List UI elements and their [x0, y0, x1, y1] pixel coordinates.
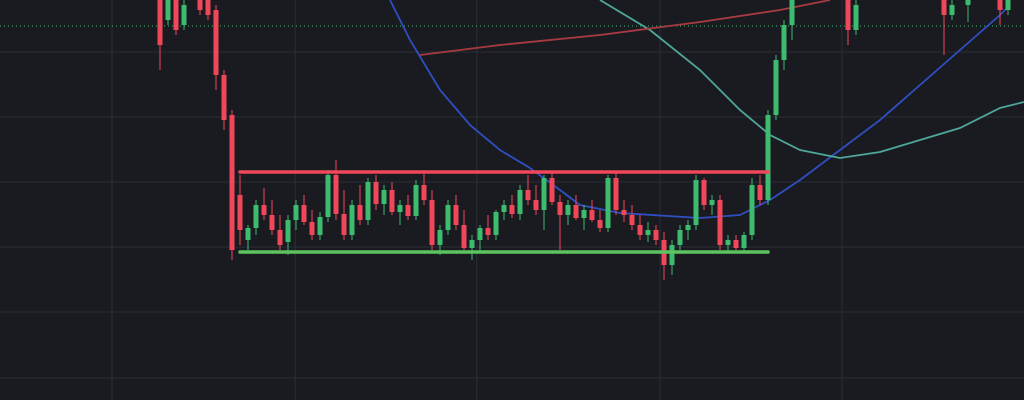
candle-body	[941, 0, 947, 15]
candle-body	[397, 205, 403, 212]
candle-body	[605, 178, 611, 228]
candle-body	[517, 190, 523, 214]
candle-body	[621, 210, 627, 215]
candle-body	[485, 228, 491, 235]
candle-body	[253, 205, 259, 228]
candle-body	[765, 115, 771, 200]
candle-body	[597, 220, 603, 228]
candle-body	[565, 205, 571, 215]
candle-body	[261, 205, 267, 215]
candle-body	[581, 210, 587, 218]
candle-body	[637, 225, 643, 235]
candle-body	[685, 225, 691, 230]
candle-body	[197, 0, 203, 10]
candle-body	[589, 210, 595, 220]
candle-body	[501, 205, 507, 212]
candle-body	[205, 0, 211, 15]
candle-body	[749, 185, 755, 235]
candle-body	[693, 180, 699, 225]
candle-body	[677, 230, 683, 245]
candle-body	[701, 180, 707, 205]
candle-body	[525, 190, 531, 200]
candle-body	[421, 185, 427, 200]
candle-body	[629, 215, 635, 225]
candle-body	[293, 205, 299, 220]
candle-body	[373, 182, 379, 204]
candle-body	[269, 215, 275, 230]
candle-body	[645, 230, 651, 235]
candle-body	[789, 0, 795, 25]
candle-body	[477, 228, 483, 240]
candle-body	[493, 212, 499, 235]
candle-body	[405, 205, 411, 216]
candle-body	[389, 190, 395, 212]
candle-body	[509, 205, 515, 214]
candle-body	[437, 230, 443, 245]
candle-body	[613, 178, 619, 210]
candle-body	[781, 25, 787, 60]
candle-body	[573, 205, 579, 218]
candle-body	[733, 240, 739, 248]
candle-body	[237, 195, 243, 230]
candle-body	[557, 202, 563, 215]
candle-body	[157, 0, 163, 45]
candle-body	[965, 0, 971, 5]
candle-body	[669, 245, 675, 265]
candle-body	[285, 220, 291, 242]
candle-body	[277, 230, 283, 245]
candle-body	[221, 75, 227, 120]
candle-body	[469, 240, 475, 248]
candle-body	[741, 235, 747, 248]
candle-body	[541, 178, 547, 210]
candle-body	[549, 178, 555, 202]
moving-average-line	[419, 0, 831, 56]
candle-body	[845, 0, 851, 30]
candle-body	[709, 200, 715, 205]
candle-body	[445, 205, 451, 230]
moving-average-line	[389, 0, 1011, 219]
candle-body	[213, 10, 219, 75]
candle-body	[357, 205, 363, 220]
candle-body	[229, 115, 235, 250]
candle-body	[853, 5, 859, 30]
candle-body	[413, 185, 419, 216]
candle-body	[453, 205, 459, 225]
candle-body	[301, 205, 307, 222]
candle-body	[429, 200, 435, 245]
candle-body	[381, 190, 387, 204]
candle-body	[317, 217, 323, 235]
candle-body	[461, 225, 467, 248]
candle-body	[1005, 0, 1011, 10]
candle-body	[949, 5, 955, 15]
moving-average-line	[599, 0, 1024, 159]
candle-body	[325, 175, 331, 217]
candle-body	[365, 182, 371, 220]
candle-body	[181, 5, 187, 25]
candle-body	[997, 0, 1003, 10]
candle-body	[349, 205, 355, 235]
candle-body	[773, 60, 779, 115]
candle-body	[333, 175, 339, 214]
candle-body	[309, 222, 315, 235]
candle-body	[173, 0, 179, 30]
candle-body	[165, 0, 171, 20]
candle-body	[245, 228, 251, 240]
candle-body	[341, 214, 347, 235]
candle-body	[653, 230, 659, 240]
candle-body	[533, 200, 539, 210]
candle-body	[717, 200, 723, 245]
candle-body	[757, 185, 763, 200]
candle-body	[725, 240, 731, 245]
